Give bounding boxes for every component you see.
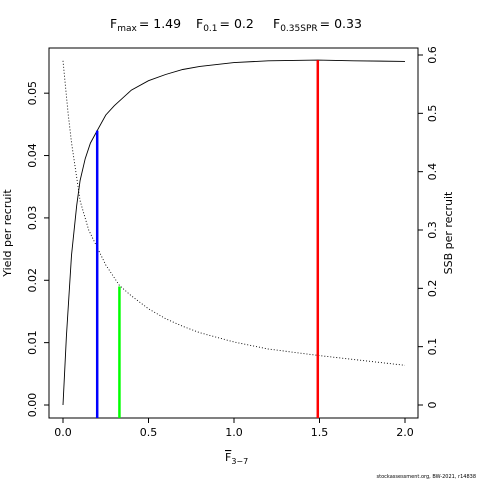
x-axis-label: F3−7 [225,451,248,466]
y2-tick-label: 0 [426,402,439,409]
y-tick-label: 0.04 [26,143,39,168]
y-tick-label: 0.05 [26,81,39,106]
y2-tick-label: 0.6 [426,46,439,64]
y2-tick-label: 0.4 [426,163,439,181]
chart-title: Fmax = 1.49 F0.1 = 0.2 F0.35SPR = 0.33 [110,16,362,34]
series-group [62,59,406,406]
y-tick-label: 0.00 [26,393,39,418]
title-fmax: Fmax = 1.49 [110,16,181,34]
x-tick-label: 2.0 [396,426,414,439]
y-tick-label: 0.03 [26,206,39,231]
y2-tick-label: 0.3 [426,221,439,239]
y-axis-left: 0.00 0.01 0.02 0.03 0.04 0.05 [26,81,49,417]
title-fspr: F0.35SPR = 0.33 [273,16,362,34]
title-f01: F0.1 = 0.2 [196,16,254,34]
yield-per-recruit-line [62,59,406,406]
x-tick-label: 1.0 [225,426,243,439]
y-tick-label: 0.01 [26,330,39,355]
plot-frame [48,47,419,419]
credit-text: stockassessment.org, BW-2021, r14838 [377,474,476,480]
x-tick-label: 1.5 [311,426,329,439]
ssb-per-recruit-line [62,60,406,366]
y2-axis-label: SSB per recruit [442,191,455,274]
x-tick-label: 0.5 [140,426,158,439]
y-axis-right: 0 0.1 0.2 0.3 0.4 0.5 0.6 [418,46,439,409]
y2-tick-label: 0.2 [426,280,439,298]
x-tick-label: 0.0 [54,426,72,439]
y-axis-label: Yield per recruit [1,189,14,278]
y2-tick-label: 0.1 [426,338,439,356]
y-tick-label: 0.02 [26,268,39,293]
x-axis: 0.0 0.5 1.0 1.5 2.0 [54,418,414,439]
y2-tick-label: 0.5 [426,105,439,123]
reference-lines [95,60,320,418]
